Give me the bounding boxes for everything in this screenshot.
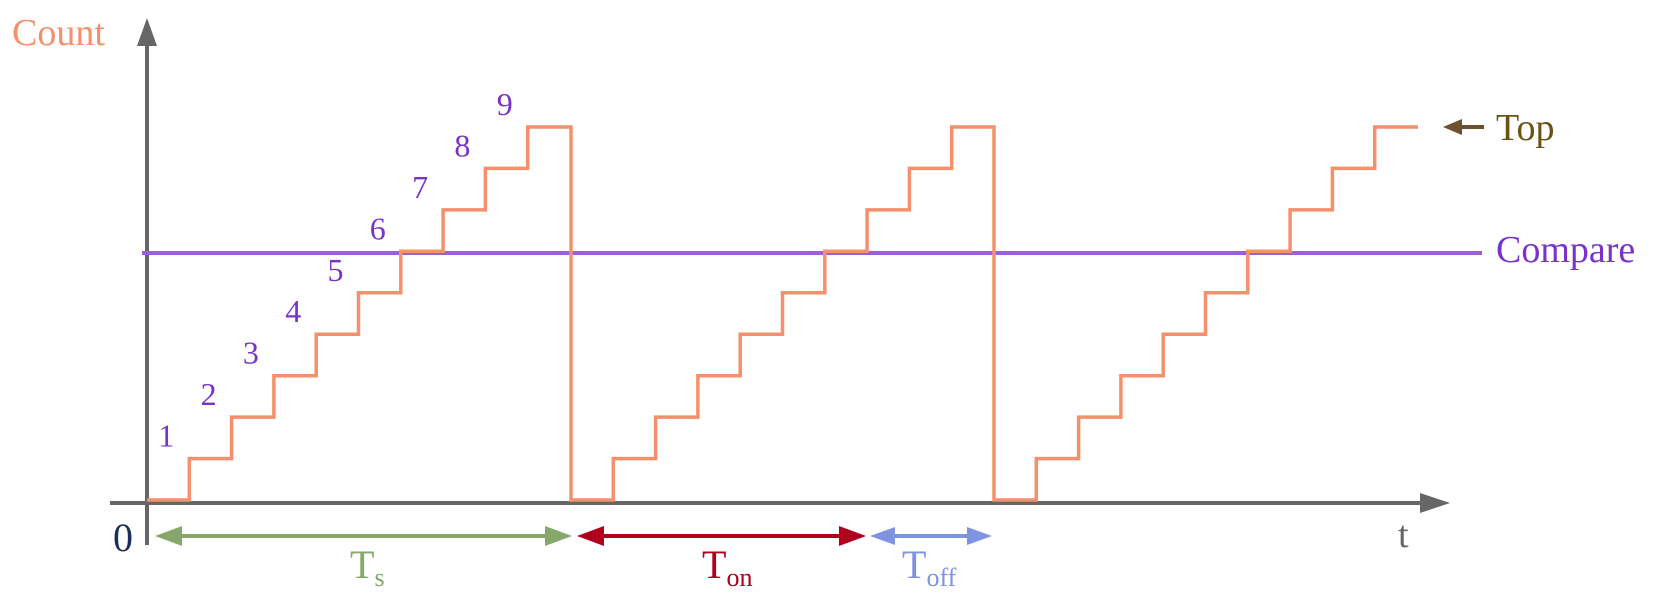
toff-arrow-head-left bbox=[870, 527, 895, 545]
step-label-5: 5 bbox=[328, 252, 344, 288]
x-axis-label: t bbox=[1398, 514, 1409, 556]
toff-label-sub: off bbox=[926, 563, 956, 592]
ton-arrow-head-left bbox=[577, 526, 604, 546]
step-label-3: 3 bbox=[243, 335, 259, 371]
ts-label-main: T bbox=[350, 542, 374, 587]
toff-label-main: T bbox=[902, 542, 926, 587]
x-axis-arrowhead bbox=[1420, 493, 1450, 513]
y-axis-label: Count bbox=[12, 12, 105, 54]
ts-arrow-head-right bbox=[545, 526, 572, 546]
ts-label-sub: s bbox=[374, 563, 384, 592]
compare-label: Compare bbox=[1496, 229, 1635, 271]
ts-label: Ts bbox=[350, 542, 385, 592]
top-arrow-head bbox=[1443, 119, 1462, 135]
origin-label: 0 bbox=[113, 515, 133, 560]
step-label-6: 6 bbox=[370, 210, 386, 246]
step-label-8: 8 bbox=[454, 127, 470, 163]
step-label-9: 9 bbox=[497, 86, 513, 122]
ton-label-sub: on bbox=[726, 563, 752, 592]
step-label-4: 4 bbox=[285, 293, 301, 329]
counter-waveform bbox=[147, 125, 1418, 502]
ton-label: Ton bbox=[702, 542, 752, 592]
toff-label: Toff bbox=[902, 542, 957, 592]
ton-label-main: T bbox=[702, 542, 726, 587]
toff-arrow-head-right bbox=[967, 527, 992, 545]
ts-arrow-head-left bbox=[155, 526, 182, 546]
step-label-7: 7 bbox=[412, 169, 428, 205]
top-label: Top bbox=[1496, 107, 1555, 149]
step-label-2: 2 bbox=[201, 376, 217, 412]
y-axis-arrowhead bbox=[137, 18, 157, 46]
ton-arrow-head-right bbox=[839, 526, 866, 546]
step-label-1: 1 bbox=[158, 418, 174, 454]
